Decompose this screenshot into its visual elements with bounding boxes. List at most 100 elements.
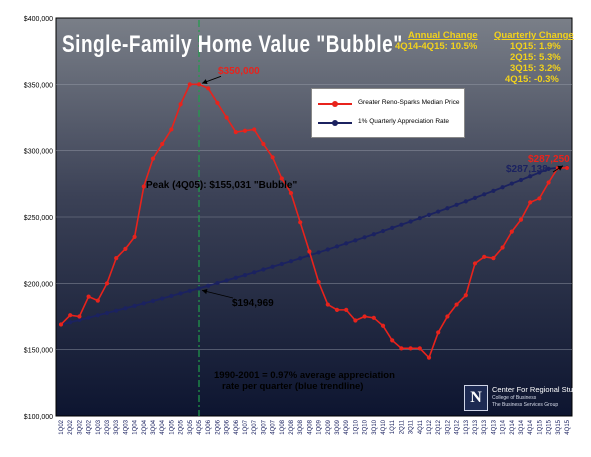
legend-marker-blue (332, 120, 338, 126)
end-blue-value-label: $287,138 (506, 164, 548, 175)
x-tick-label: 4Q09 (344, 419, 350, 434)
y-axis-ticks: $100,000 $150,000 $200,000 $250,000 $300,000… (24, 16, 53, 421)
x-tick-label: 1Q10 (353, 419, 359, 434)
red-series-point (77, 314, 82, 319)
blue-series-point (408, 219, 413, 224)
blue-series-point (77, 317, 82, 323)
red-series-point (224, 115, 229, 120)
x-tick-label: 4Q02 (87, 419, 93, 434)
quarterly-change-2q15: 2Q15: 5.3% (510, 52, 561, 63)
y-tick-label: $400,000 (24, 16, 53, 23)
blue-series-point (169, 293, 174, 299)
red-series-point (408, 346, 413, 351)
x-tick-label: 4Q06 (234, 419, 240, 434)
x-tick-label: 3Q14 (519, 419, 525, 434)
red-series-point (178, 102, 183, 107)
x-tick-label: 2Q06 (215, 419, 221, 434)
red-series-point (86, 294, 91, 299)
x-tick-label: 4Q13 (491, 419, 497, 434)
annotation-arrows (201, 75, 564, 299)
red-series-point (445, 314, 450, 319)
x-tick-label: 2Q07 (252, 419, 258, 434)
blue-series-point (316, 250, 321, 255)
red-series-point (417, 346, 422, 351)
red-series-point (104, 281, 110, 286)
x-tick-label: 4Q05 (197, 419, 203, 434)
x-tick-label: 3Q09 (335, 419, 341, 434)
x-tick-label: 3Q04 (151, 419, 157, 434)
x-tick-label: 2Q10 (363, 419, 369, 434)
red-series-point (242, 128, 248, 133)
red-series-point (436, 330, 441, 335)
x-tick-label: 1Q08 (280, 419, 286, 434)
x-tick-label: 1Q13 (464, 419, 470, 434)
blue-series-point (132, 303, 137, 308)
red-series-point (316, 279, 321, 285)
quarterly-change-heading: Quarterly Change (494, 30, 574, 41)
red-series-point (463, 293, 468, 298)
blue-series-point (500, 185, 505, 190)
blue-series-point (270, 264, 275, 269)
red-series-point (371, 315, 376, 320)
blue-series-point (68, 320, 73, 325)
blue-series-point (233, 275, 238, 280)
blue-series-point (252, 270, 257, 275)
blue-series-point (150, 298, 156, 304)
red-series-point (380, 323, 386, 328)
logo-line2: College of Business (492, 395, 537, 401)
blue-series-point (463, 199, 468, 204)
x-tick-label: 3Q15 (556, 419, 562, 434)
red-series-point (160, 141, 165, 147)
blue-series-point (95, 313, 100, 318)
logo-mark: N (464, 385, 488, 411)
blue-series-point (86, 315, 91, 320)
red-series-point (252, 127, 257, 132)
x-tick-label: 1Q11 (390, 419, 396, 434)
blue-series-point (215, 280, 220, 286)
quarterly-change-3q15: 3Q15: 3.2% (510, 63, 561, 74)
red-series-point (307, 249, 312, 254)
blue-series-point (187, 288, 192, 293)
red-series-point (150, 156, 156, 161)
blue-series-point (528, 174, 533, 179)
legend-marker-red (332, 101, 338, 107)
quarterly-change-1q15: 1Q15: 1.9% (510, 41, 561, 52)
logo-line1: Center For Regional Studies (492, 385, 587, 394)
red-series-point (564, 165, 570, 171)
x-tick-label: 4Q03 (123, 419, 129, 434)
peak-bubble-label: Peak (4Q05): $155,031 "Bubble" (146, 180, 298, 191)
blue-series-point (298, 256, 303, 261)
peak-value-label: $350,000 (218, 66, 260, 77)
x-tick-label: 4Q04 (160, 419, 166, 434)
red-series-point (132, 234, 137, 239)
x-tick-label: 3Q02 (77, 419, 83, 434)
blue-series-point (114, 308, 119, 313)
y-tick-label: $200,000 (24, 281, 53, 288)
red-series-point (68, 313, 73, 318)
x-tick-label: 2Q14 (510, 419, 516, 434)
x-tick-label: 2Q02 (68, 419, 74, 434)
blue-series-point (362, 235, 367, 240)
blue-series-point (472, 195, 478, 200)
x-tick-label: 1Q02 (59, 419, 65, 434)
red-series-point (528, 200, 533, 205)
legend: Greater Reno-Sparks Median Price 1% Quar… (311, 88, 465, 138)
y-tick-label: $150,000 (24, 348, 53, 355)
end-value-arrow-head (557, 165, 563, 171)
x-tick-label: 3Q10 (372, 419, 378, 434)
blue-series-point (546, 166, 551, 171)
x-tick-label: 1Q06 (206, 419, 212, 434)
blue-series-point (491, 188, 496, 193)
x-tick-label: 3Q07 (261, 419, 267, 434)
blue-series-point (178, 291, 183, 296)
blue-series-point (436, 209, 441, 214)
quarterly-change-4q15: 4Q15: -0.3% (505, 74, 559, 85)
x-tick-label: 3Q13 (482, 419, 488, 434)
red-series-point (537, 196, 542, 201)
blue-series-point (518, 177, 524, 183)
red-series-point (270, 155, 275, 160)
x-tick-label: 3Q08 (298, 419, 304, 434)
x-tick-label: 1Q14 (501, 419, 507, 434)
